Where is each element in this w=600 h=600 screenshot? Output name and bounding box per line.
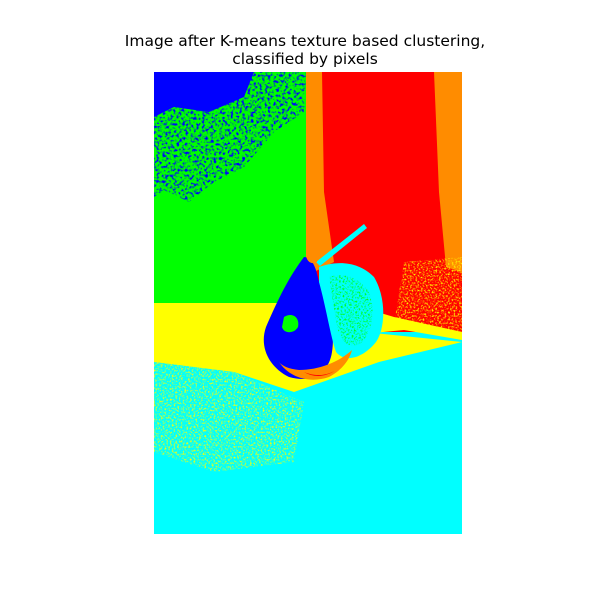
segmented-image-canvas bbox=[154, 72, 462, 534]
pear-stem bbox=[316, 224, 367, 266]
pear-speckle-green bbox=[329, 275, 373, 346]
segmented-image bbox=[154, 72, 462, 534]
pear-bottom-orange bbox=[279, 350, 352, 380]
table-yellow-speckle bbox=[154, 362, 304, 472]
pear-stem-orange bbox=[306, 252, 318, 264]
pear-blue-side bbox=[263, 257, 333, 380]
title-line-2: classified by pixels bbox=[232, 50, 378, 68]
left-wall-blue-top bbox=[154, 72, 254, 117]
figure-title: Image after K-means texture based cluste… bbox=[0, 32, 600, 68]
right-edge-orange-region bbox=[434, 72, 462, 272]
corner-orange-region bbox=[306, 72, 334, 303]
title-line-1: Image after K-means texture based cluste… bbox=[124, 32, 486, 50]
right-yellow-highlight bbox=[394, 257, 462, 340]
pear-green-patch bbox=[282, 315, 299, 333]
